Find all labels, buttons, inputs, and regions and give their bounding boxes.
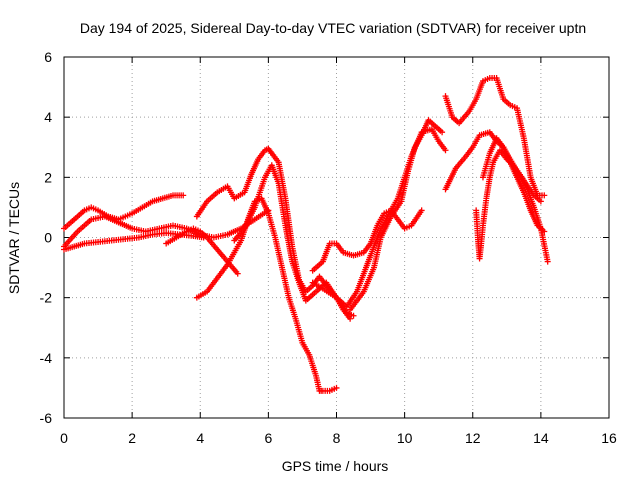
y-tick-label-5: 4 (44, 109, 52, 125)
y-tick-label-6: 6 (44, 49, 52, 65)
point-trace-8-14 (418, 207, 425, 214)
x-axis-ticks: 0 2 4 6 8 10 12 14 16 (60, 57, 617, 446)
x-axis-label: GPS time / hours (282, 458, 389, 474)
y-tick-label-3: 0 (44, 230, 52, 246)
point-trace-1-13 (180, 192, 187, 199)
series-trace-13 (473, 147, 544, 262)
y-tick-label-2: -2 (40, 290, 53, 306)
x-tick-label-4: 8 (333, 430, 341, 446)
point-trace-11-14 (541, 192, 548, 199)
point-trace-10-11 (439, 129, 446, 136)
x-tick-label-5: 10 (397, 430, 413, 446)
x-tick-label-1: 2 (128, 430, 136, 446)
chart-title: Day 194 of 2025, Sidereal Day-to-day VTE… (80, 20, 586, 36)
y-axis-ticks: -6 -4 -2 0 2 4 6 (40, 49, 609, 426)
series-trace-5 (193, 195, 340, 394)
series-trace-8 (309, 207, 425, 274)
point-trace-12-13 (544, 258, 551, 265)
point-trace-5-21 (333, 384, 340, 391)
data-markers (61, 75, 551, 394)
x-tick-label-3: 6 (264, 430, 272, 446)
x-tick-label-2: 4 (196, 430, 204, 446)
series-trace-7 (231, 162, 354, 322)
x-tick-label-6: 12 (465, 430, 481, 446)
grid-lines (64, 57, 609, 418)
series-trace-11 (442, 75, 548, 199)
series-trace-10 (347, 117, 446, 313)
x-tick-label-0: 0 (60, 430, 68, 446)
point-trace-14-9 (541, 228, 548, 235)
y-tick-label-0: -6 (40, 410, 53, 426)
x-tick-label-7: 14 (533, 430, 549, 446)
point-trace-4-8 (234, 270, 241, 277)
y-axis-label: SDTVAR / TECUs (6, 182, 22, 294)
point-trace-9-15 (442, 147, 449, 154)
x-tick-label-8: 16 (601, 430, 617, 446)
point-trace-7-14 (347, 315, 354, 322)
y-tick-label-1: -4 (40, 350, 53, 366)
y-tick-label-4: 2 (44, 169, 52, 185)
series-trace-14 (479, 135, 548, 235)
point-trace-6-21 (350, 312, 357, 319)
point-trace-13-13 (537, 198, 544, 205)
